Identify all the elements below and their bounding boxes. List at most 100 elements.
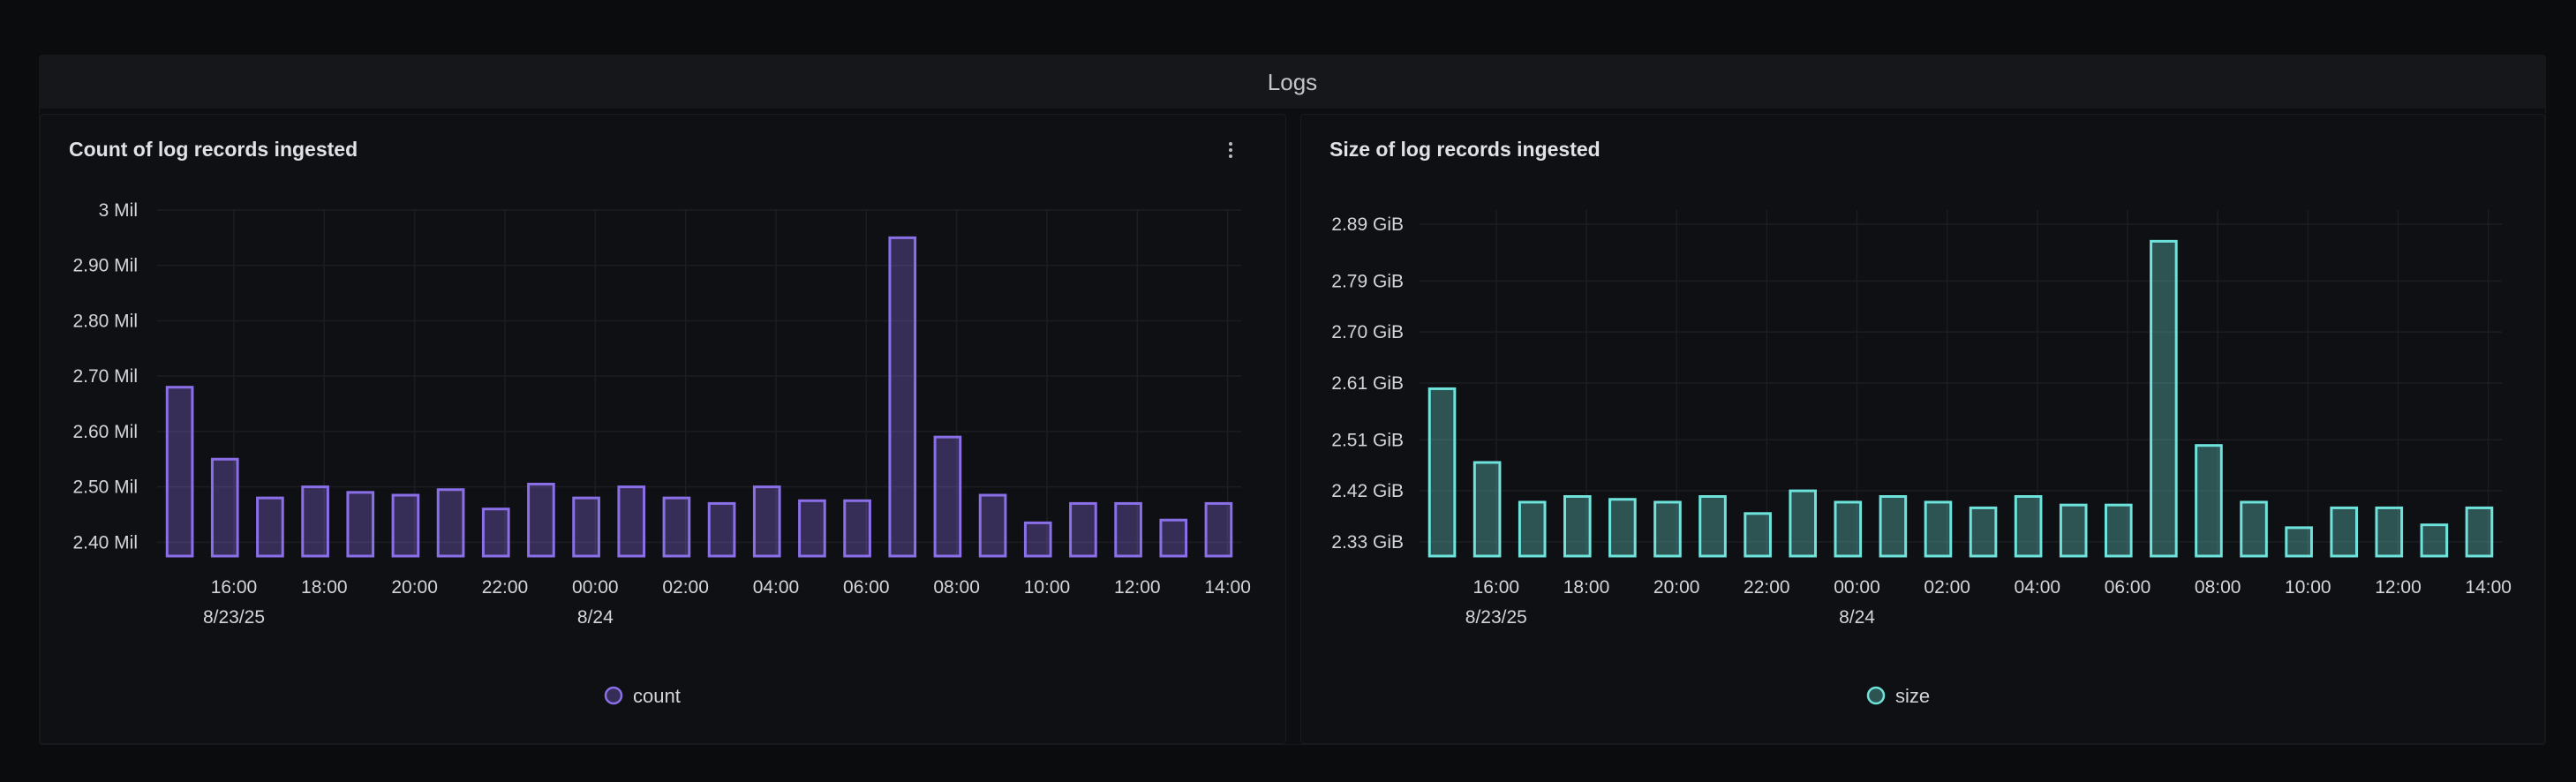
bar[interactable] xyxy=(1608,498,1637,558)
size-panel xyxy=(1300,114,2545,744)
bar[interactable] xyxy=(1023,521,1052,558)
size-panel-title: Size of log records ingested xyxy=(1329,138,1601,161)
bar[interactable] xyxy=(1427,387,1457,558)
x-tick-date-label: 8/24 xyxy=(577,607,614,628)
bar[interactable] xyxy=(2104,503,2133,558)
x-tick-label: 02:00 xyxy=(662,577,709,598)
y-tick-label: 2.51 GiB xyxy=(1331,430,1404,450)
bar[interactable] xyxy=(2014,495,2043,558)
y-tick-label: 2.50 Mil xyxy=(72,477,138,498)
bar[interactable] xyxy=(1924,500,1953,558)
bar[interactable] xyxy=(1699,495,1727,558)
section-title: Logs xyxy=(1267,68,1318,95)
x-tick-label: 10:00 xyxy=(2285,577,2331,598)
count-chart: 3 Mil 2.90 Mil 2.80 Mil 2.70 Mil 2.60 Mil 2.5… xyxy=(72,200,1251,707)
bar[interactable] xyxy=(165,386,194,558)
legend-swatch xyxy=(604,686,623,705)
x-tick-label: 20:00 xyxy=(391,577,438,598)
legend-item[interactable]: count xyxy=(604,685,681,707)
bar[interactable] xyxy=(752,485,781,558)
count-panel xyxy=(40,114,1286,744)
bar[interactable] xyxy=(391,493,420,558)
y-tick-label: 2.80 Mil xyxy=(72,311,138,331)
legend-label: size xyxy=(1895,685,1930,707)
bar[interactable] xyxy=(527,482,555,558)
bar[interactable] xyxy=(1969,506,1998,558)
bar[interactable] xyxy=(2465,506,2494,558)
bar[interactable] xyxy=(1159,518,1188,558)
bar[interactable] xyxy=(1653,500,1682,558)
bar[interactable] xyxy=(843,499,871,558)
bar[interactable] xyxy=(2240,500,2268,558)
legend-item[interactable]: size xyxy=(1866,685,1930,707)
bar[interactable] xyxy=(1518,500,1547,558)
bar[interactable] xyxy=(256,496,284,558)
y-tick-label: 2.70 Mil xyxy=(72,366,138,387)
x-tick-label: 14:00 xyxy=(1204,577,1251,598)
bar[interactable] xyxy=(481,508,510,558)
bar[interactable] xyxy=(2285,526,2313,558)
bar[interactable] xyxy=(1069,501,1097,558)
x-tick-label: 08:00 xyxy=(2195,577,2241,598)
bar[interactable] xyxy=(1563,495,1592,558)
y-tick-label: 2.33 GiB xyxy=(1331,532,1404,553)
bar[interactable] xyxy=(346,491,375,558)
y-tick-label: 2.79 GiB xyxy=(1331,271,1404,291)
x-tick-label: 18:00 xyxy=(1563,577,1610,598)
y-tick-label: 3 Mil xyxy=(99,200,138,221)
bar[interactable] xyxy=(1834,500,1863,558)
y-tick-label: 2.61 GiB xyxy=(1331,373,1404,394)
x-tick-label: 12:00 xyxy=(1114,577,1161,598)
bar[interactable] xyxy=(1473,461,1502,558)
y-tick-label: 2.70 GiB xyxy=(1331,322,1404,342)
y-tick-label: 2.40 Mil xyxy=(72,532,138,553)
bar[interactable] xyxy=(572,496,600,558)
x-tick-label: 14:00 xyxy=(2465,577,2512,598)
x-tick-date-label: 8/23/25 xyxy=(1465,607,1527,628)
bar[interactable] xyxy=(707,501,736,558)
bar[interactable] xyxy=(888,236,917,558)
count-panel-title: Count of log records ingested xyxy=(69,138,358,161)
bar[interactable] xyxy=(1204,501,1233,558)
x-tick-label: 18:00 xyxy=(301,577,348,598)
x-tick-label: 16:00 xyxy=(211,577,258,598)
bar[interactable] xyxy=(2420,523,2449,558)
bar[interactable] xyxy=(662,496,691,558)
bar[interactable] xyxy=(798,499,826,558)
bar[interactable] xyxy=(1789,489,1818,558)
bar[interactable] xyxy=(933,435,962,558)
y-tick-label: 2.89 GiB xyxy=(1331,214,1404,235)
bar[interactable] xyxy=(617,485,646,558)
x-tick-label: 16:00 xyxy=(1473,577,1520,598)
bar[interactable] xyxy=(2059,503,2088,558)
x-tick-label: 00:00 xyxy=(572,577,619,598)
panel-menu-icon[interactable] xyxy=(1220,139,1241,166)
bar[interactable] xyxy=(301,485,329,558)
bar[interactable] xyxy=(436,488,465,558)
y-tick-label: 2.60 Mil xyxy=(72,422,138,442)
x-tick-label: 00:00 xyxy=(1834,577,1880,598)
bar[interactable] xyxy=(2150,239,2178,558)
x-tick-label: 06:00 xyxy=(843,577,890,598)
x-tick-label: 20:00 xyxy=(1653,577,1700,598)
bar[interactable] xyxy=(2375,506,2404,558)
x-tick-date-label: 8/23/25 xyxy=(203,607,265,628)
y-tick-label: 2.90 Mil xyxy=(72,256,138,276)
bar[interactable] xyxy=(2330,506,2359,558)
x-tick-label: 04:00 xyxy=(2015,577,2061,598)
x-tick-label: 02:00 xyxy=(1924,577,1970,598)
grid xyxy=(157,209,1241,556)
bar[interactable] xyxy=(2195,444,2223,558)
bar[interactable] xyxy=(1114,501,1142,558)
legend-label: count xyxy=(633,685,681,707)
bar[interactable] xyxy=(1879,495,1908,558)
x-tick-label: 22:00 xyxy=(1744,577,1790,598)
section-header[interactable]: Logs xyxy=(40,56,2545,109)
bar[interactable] xyxy=(978,493,1007,558)
bar[interactable] xyxy=(210,457,239,558)
x-tick-label: 22:00 xyxy=(482,577,529,598)
bar[interactable] xyxy=(1744,512,1772,558)
x-tick-label: 06:00 xyxy=(2105,577,2151,598)
legend-swatch xyxy=(1866,686,1886,705)
